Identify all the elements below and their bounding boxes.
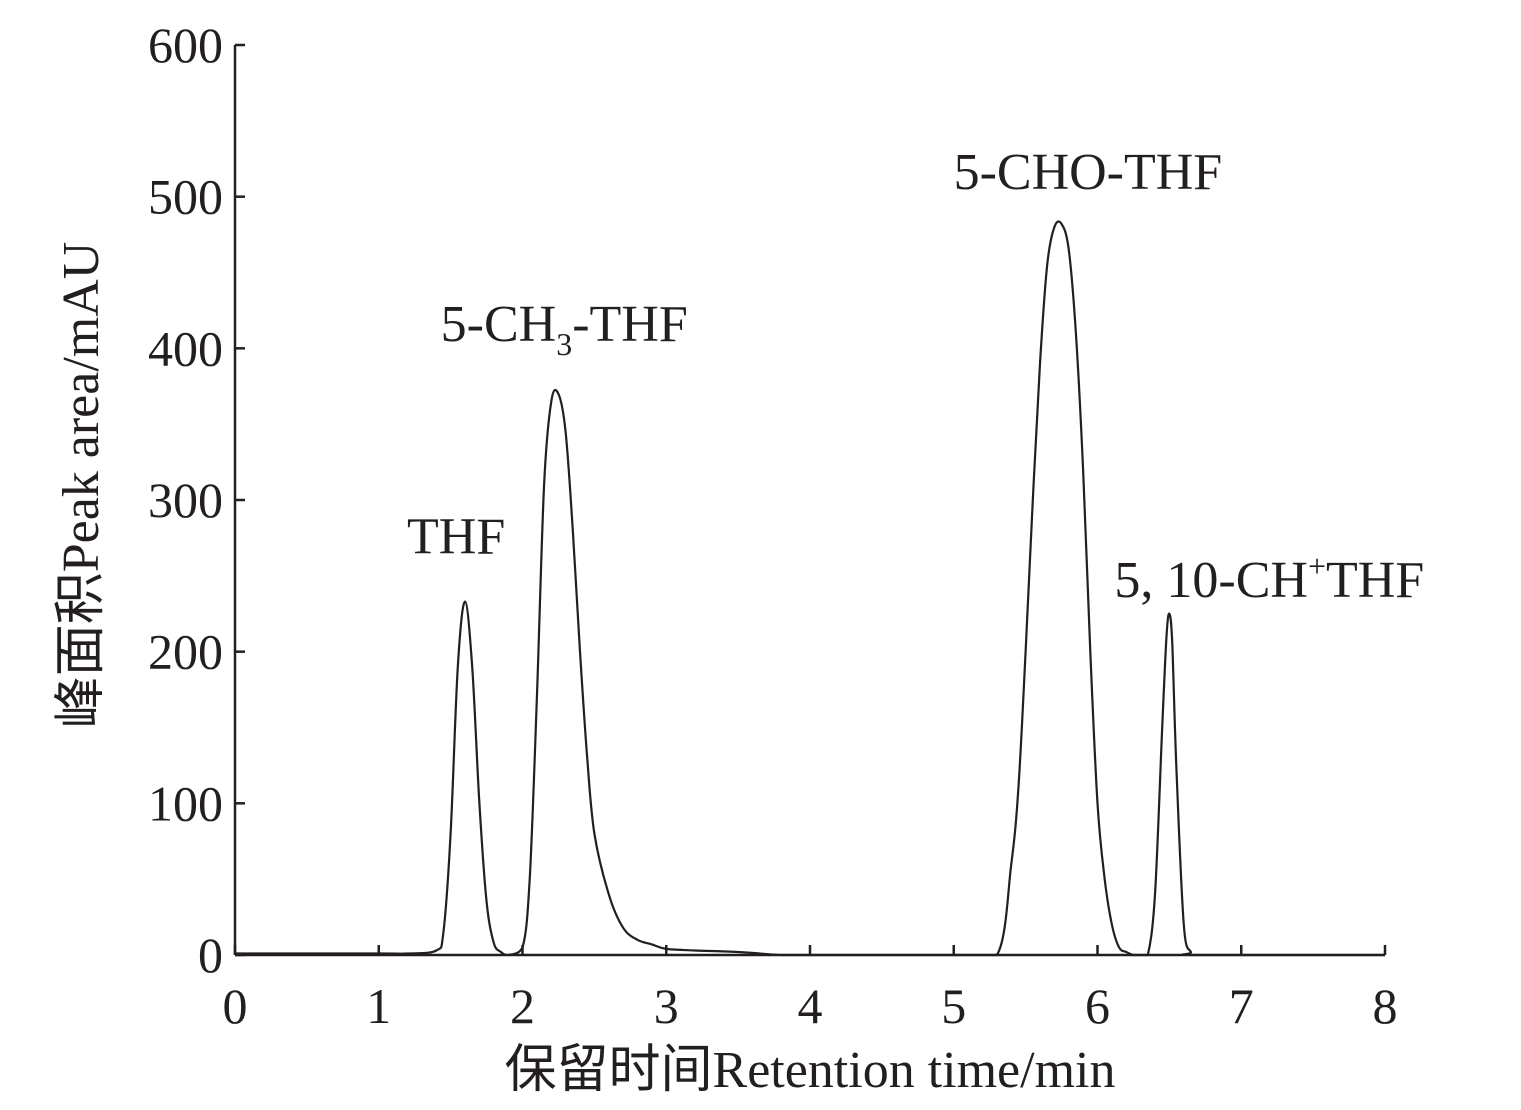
x-tick-label: 5 bbox=[941, 978, 966, 1034]
y-tick-label: 0 bbox=[198, 927, 223, 983]
y-tick-label: 400 bbox=[148, 320, 223, 376]
y-tick-label: 600 bbox=[148, 17, 223, 73]
x-tick-label: 2 bbox=[510, 978, 535, 1034]
x-tick-label: 7 bbox=[1229, 978, 1254, 1034]
x-tick-label: 0 bbox=[223, 978, 248, 1034]
y-tick-label: 100 bbox=[148, 775, 223, 831]
peak-label-thf: THF bbox=[407, 509, 505, 566]
y-axis-title: 峰面积Peak area/mAU bbox=[53, 242, 110, 729]
x-tick-label: 6 bbox=[1085, 978, 1110, 1034]
x-axis-title: 保留时间Retention time/min bbox=[505, 1042, 1116, 1099]
peak-label-5-10-ch-thf: 5, 10-CH+THF bbox=[1114, 548, 1424, 609]
x-tick-label: 1 bbox=[366, 978, 391, 1034]
x-tick-label: 3 bbox=[654, 978, 679, 1034]
x-axis-ticks: 0 1 2 3 4 5 6 7 8 bbox=[223, 945, 1398, 1034]
peak-label-5-10-ch-thf-main: 5, 10-CH bbox=[1114, 552, 1308, 609]
peak-label-5-ch3-thf-subscript: 3 bbox=[556, 326, 572, 362]
peak-label-5-10-ch-thf-tail: THF bbox=[1326, 552, 1424, 609]
y-tick-label: 500 bbox=[148, 169, 223, 225]
y-tick-label: 200 bbox=[148, 624, 223, 680]
x-tick-label: 8 bbox=[1373, 978, 1398, 1034]
y-tick-label: 300 bbox=[148, 472, 223, 528]
peak-label-5-10-ch-thf-superscript: + bbox=[1308, 548, 1326, 584]
x-tick-label: 4 bbox=[798, 978, 823, 1034]
y-axis-ticks: 0 100 200 300 400 500 600 bbox=[148, 17, 245, 983]
chromatogram-trace bbox=[235, 220, 1385, 957]
peak-label-5-ch3-thf-main: 5-CH bbox=[441, 296, 557, 353]
peak-label-5-cho-thf: 5-CHO-THF bbox=[954, 144, 1223, 201]
peak-label-5-ch3-thf-tail: -THF bbox=[572, 296, 688, 353]
peak-label-5-ch3-thf: 5-CH3-THF bbox=[441, 296, 688, 362]
